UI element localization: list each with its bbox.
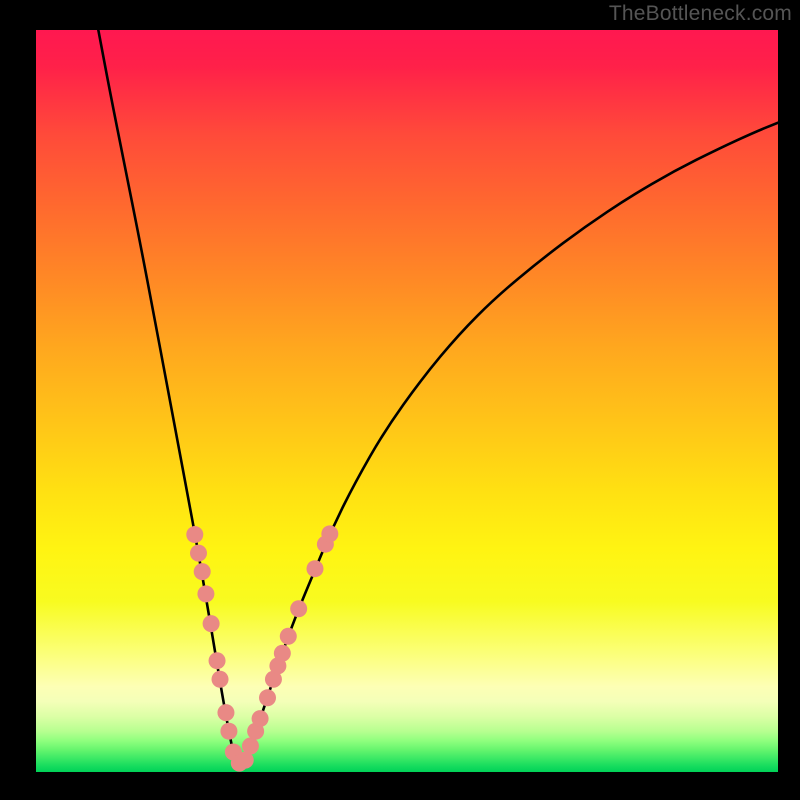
data-marker [274,645,291,662]
data-marker [209,652,226,669]
data-marker [203,615,220,632]
data-marker [194,563,211,580]
data-marker [217,704,234,721]
data-marker [252,710,269,727]
data-marker [290,600,307,617]
data-marker [197,585,214,602]
data-marker [306,560,323,577]
data-marker [186,526,203,543]
data-marker [242,738,259,755]
chart-stage: TheBottleneck.com [0,0,800,800]
data-markers [36,30,778,772]
data-marker [220,723,237,740]
data-marker [259,689,276,706]
plot-area [36,30,778,772]
data-marker [321,525,338,542]
data-marker [190,545,207,562]
data-marker [280,628,297,645]
data-marker [212,671,229,688]
watermark-text: TheBottleneck.com [609,2,792,26]
